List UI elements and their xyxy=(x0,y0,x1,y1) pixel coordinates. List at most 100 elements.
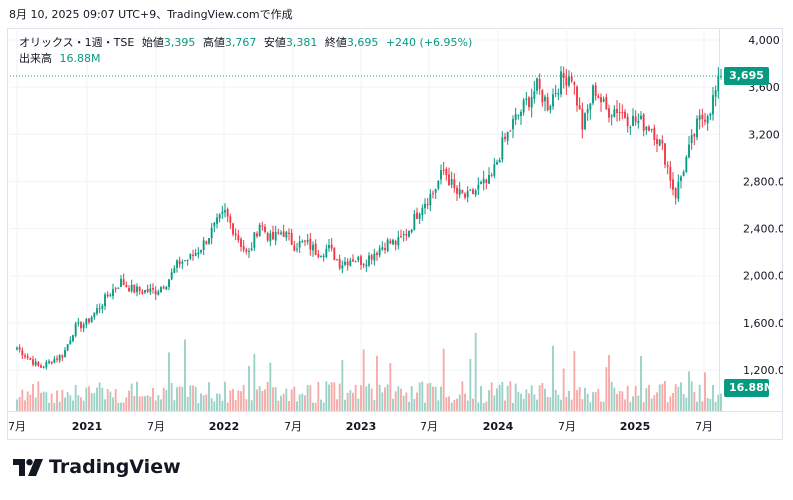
candle-body xyxy=(522,99,525,113)
candle-body xyxy=(224,210,226,213)
volume-bar xyxy=(632,396,634,411)
volume-bar xyxy=(157,395,160,411)
candle-body xyxy=(96,308,98,314)
candle-body xyxy=(258,224,261,237)
legend-symbol: オリックス・1週・TSE xyxy=(19,36,135,49)
candle-body xyxy=(101,305,104,309)
volume-bar xyxy=(234,400,237,411)
candle-body xyxy=(53,359,56,363)
volume-bar xyxy=(240,391,242,411)
volume-bar xyxy=(397,386,400,411)
volume-bar xyxy=(26,391,29,411)
candle-body xyxy=(181,261,184,264)
candle-body xyxy=(170,272,173,280)
volume-bar xyxy=(466,400,469,411)
volume-bar xyxy=(173,400,176,411)
candle-body xyxy=(440,170,442,180)
candle-body xyxy=(237,235,240,240)
candle-body xyxy=(445,168,448,176)
candle-body xyxy=(714,90,717,97)
volume-bar xyxy=(90,393,93,411)
volume-bar xyxy=(200,393,202,411)
volume-bar xyxy=(706,397,709,411)
volume-bar xyxy=(272,387,274,411)
candle-body xyxy=(680,176,682,181)
candle-body xyxy=(365,264,368,267)
candle-body xyxy=(285,231,288,238)
volume-bar xyxy=(597,389,600,411)
volume-bar xyxy=(221,400,224,411)
volume-bar xyxy=(32,383,34,411)
volume-bar xyxy=(581,399,584,411)
candlestick-chart[interactable]: 1,200.0 1,600.0 2,000.0 2,400.0 2,800.0 3,200… xyxy=(7,28,783,440)
volume-bar xyxy=(37,381,40,411)
volume-bar xyxy=(605,367,608,411)
candle-body xyxy=(528,97,530,108)
volume-bar xyxy=(314,402,317,411)
volume-bar xyxy=(608,355,610,411)
volume-bar xyxy=(18,396,21,411)
candle-body xyxy=(130,285,133,292)
candle-body xyxy=(496,162,498,165)
time-tick-label: 7月 xyxy=(284,420,302,433)
candle-body xyxy=(144,290,146,293)
candle-body xyxy=(74,323,77,337)
candle-body xyxy=(325,248,328,257)
legend-open-label: 始値 xyxy=(141,36,164,49)
volume-bar xyxy=(146,395,149,411)
time-tick-label: 2025 xyxy=(620,420,651,433)
candle-body xyxy=(253,232,256,248)
volume-bar xyxy=(280,395,282,411)
volume-bar xyxy=(288,401,290,411)
candle-body xyxy=(173,268,176,273)
volume-bar xyxy=(389,362,392,411)
candle-body xyxy=(565,77,568,86)
volume-bar xyxy=(66,392,69,411)
volume-bar xyxy=(554,389,557,411)
volume-bar xyxy=(245,399,248,411)
volume-bar xyxy=(154,400,157,411)
candle-body xyxy=(474,190,477,195)
candle-body xyxy=(264,226,266,232)
volume-bar xyxy=(293,386,296,411)
volume-bar xyxy=(320,399,322,411)
candle-body xyxy=(301,241,304,243)
candle-body xyxy=(373,253,376,261)
volume-bar xyxy=(394,391,397,411)
candle-body xyxy=(600,97,602,103)
candle-body xyxy=(98,308,101,310)
volume-bar xyxy=(296,401,298,411)
volume-bar xyxy=(218,393,221,411)
volume-bar xyxy=(464,393,466,411)
volume-bar xyxy=(557,394,560,411)
time-tick-label: 2021 xyxy=(72,420,103,433)
candle-body xyxy=(117,287,120,289)
candle-body xyxy=(232,223,234,235)
volume-bar xyxy=(442,348,445,411)
price-tick-label: 1,600.0 xyxy=(743,317,783,330)
volume-bar xyxy=(682,394,685,411)
volume-bar xyxy=(189,385,192,411)
candle-body xyxy=(229,216,232,223)
volume-bar xyxy=(186,396,189,411)
volume-bar xyxy=(416,392,418,411)
candle-body xyxy=(194,253,197,256)
volume-bar xyxy=(709,399,712,411)
volume-bar xyxy=(194,386,197,411)
volume-bar xyxy=(589,402,592,411)
volume-bar xyxy=(456,398,458,411)
volume-bar xyxy=(181,387,184,411)
volume-bar xyxy=(645,388,648,411)
candle-body xyxy=(429,194,432,206)
candle-body xyxy=(682,171,685,176)
volume-bar xyxy=(488,390,490,411)
tradingview-logo[interactable]: TradingView xyxy=(13,456,181,478)
price-axis: 1,200.0 1,600.0 2,000.0 2,400.0 2,800.0 3,200… xyxy=(7,28,783,412)
candle-body xyxy=(45,361,48,368)
candle-body xyxy=(389,240,392,244)
candle-body xyxy=(141,291,144,294)
candle-body xyxy=(517,115,520,117)
candle-body xyxy=(240,239,242,247)
candle-body xyxy=(58,355,61,361)
volume-bar xyxy=(517,391,520,411)
